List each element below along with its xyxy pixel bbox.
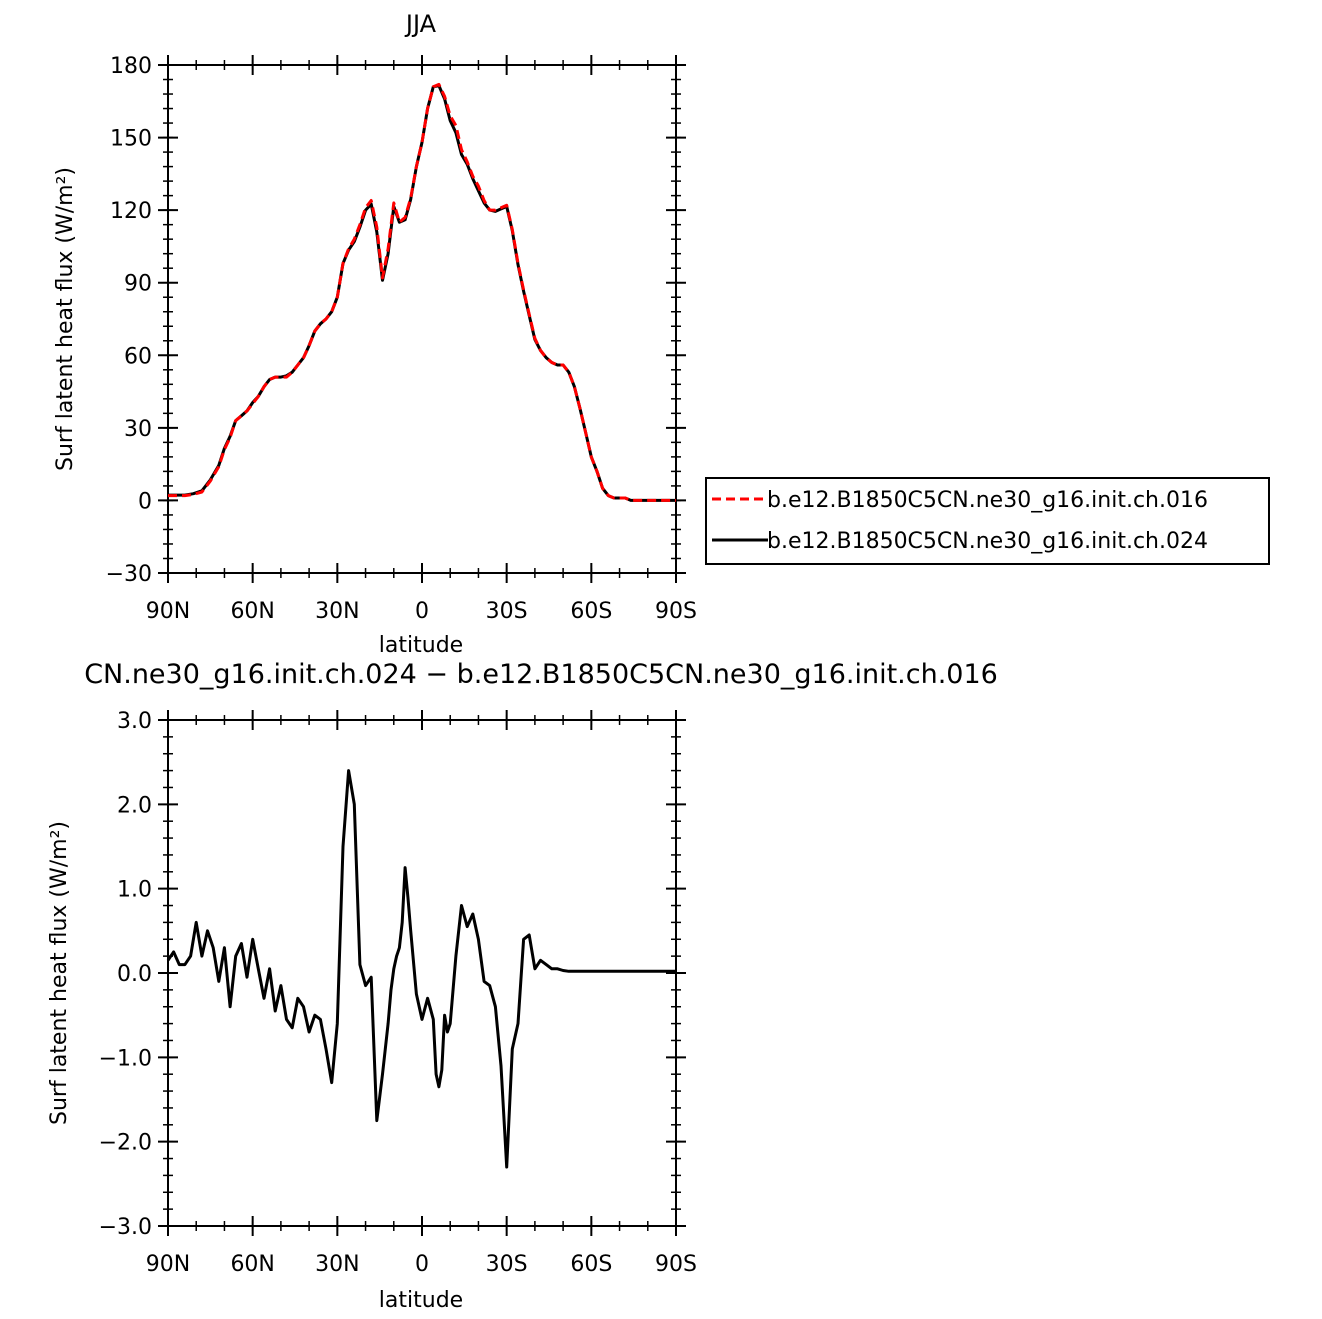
x-tick-label: 30S	[486, 599, 528, 624]
top-ylabel: Surf latent heat flux (W/m²)	[53, 167, 78, 471]
x-tick-label: 30N	[315, 1252, 359, 1277]
top-ticks: −30 0 30 60 90 120 150 180 90N 60N 30N 0 30S 60S 90S	[106, 54, 697, 624]
y-tick-label: 0.0	[117, 962, 152, 987]
series-line-1-0	[166, 769, 676, 1169]
y-tick-label: 60	[124, 344, 152, 369]
series-line-0-0	[168, 82, 676, 502]
bottom-title: CN.ne30_g16.init.ch.024 − b.e12.B1850C5C…	[84, 659, 998, 690]
top-plot-frame	[167, 64, 677, 574]
x-tick-label: 60S	[570, 1252, 612, 1277]
x-tick-label: 0	[415, 1252, 429, 1277]
x-tick-label: 60N	[230, 599, 274, 624]
y-tick-label: 90	[124, 272, 152, 297]
y-tick-label: 3.0	[117, 709, 152, 734]
bottom-plot-frame	[167, 719, 677, 1227]
top-title: JJA	[404, 10, 437, 38]
x-tick-label: 30S	[486, 1252, 528, 1277]
legend-label-016: b.e12.B1850C5CN.ne30_g16.init.ch.016	[767, 488, 1208, 513]
top-panel: JJA −30 0 30 60 90 120 150 180 90N 60N 30N 0 30S 60S 9…	[53, 10, 697, 658]
x-tick-label: 90N	[146, 1252, 190, 1277]
legend-label-024: b.e12.B1850C5CN.ne30_g16.init.ch.024	[767, 529, 1208, 554]
legend-box	[705, 477, 1270, 565]
bottom-panel: CN.ne30_g16.init.ch.024 − b.e12.B1850C5C…	[47, 659, 998, 1313]
x-tick-label: 0	[415, 599, 429, 624]
y-tick-label: −2.0	[99, 1131, 152, 1156]
top-series	[168, 82, 676, 502]
x-tick-label: 60N	[230, 1252, 274, 1277]
y-tick-label: −1.0	[99, 1046, 152, 1071]
y-tick-label: 150	[110, 127, 152, 152]
y-tick-label: 0	[138, 489, 152, 514]
bottom-ticks: −3.0 −2.0 −1.0 0.0 1.0 2.0 3.0 90N 60N 30N 0 30S 60S…	[99, 709, 697, 1277]
y-tick-label: 1.0	[117, 878, 152, 903]
y-tick-label: 30	[124, 417, 152, 442]
x-tick-label: 90S	[655, 1252, 697, 1277]
top-xlabel: latitude	[379, 633, 463, 658]
x-tick-label: 30N	[315, 599, 359, 624]
y-tick-label: 180	[110, 54, 152, 79]
y-tick-label: 2.0	[117, 793, 152, 818]
x-tick-label: 90S	[655, 599, 697, 624]
bottom-series	[166, 769, 676, 1169]
bottom-xlabel: latitude	[379, 1288, 463, 1313]
bottom-ylabel: Surf latent heat flux (W/m²)	[47, 821, 72, 1125]
x-tick-label: 60S	[570, 599, 612, 624]
legend: b.e12.B1850C5CN.ne30_g16.init.ch.016 b.e…	[705, 477, 1270, 565]
y-tick-label: −3.0	[99, 1215, 152, 1240]
y-tick-label: −30	[106, 562, 152, 587]
y-tick-label: 120	[110, 199, 152, 224]
x-tick-label: 90N	[146, 599, 190, 624]
